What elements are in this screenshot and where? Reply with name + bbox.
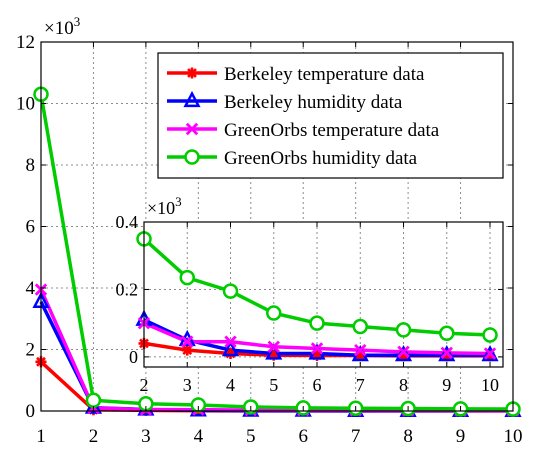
x-tick-label: 1	[36, 426, 46, 447]
y-tick-label: 10	[16, 94, 35, 115]
x-tick-label: 8	[399, 375, 408, 395]
data-point	[221, 339, 240, 357]
x-tick-label: 8	[403, 426, 413, 447]
data-point	[354, 350, 366, 362]
x-tick-label: 4	[226, 375, 235, 395]
legend-label: Berkeley temperature data	[224, 64, 425, 85]
data-point	[311, 350, 323, 362]
legend-marker	[186, 67, 198, 79]
legend-marker	[185, 122, 199, 136]
x-tick-label: 7	[351, 426, 361, 447]
y-tick-label: 2	[26, 340, 36, 361]
legend-marker	[183, 90, 201, 108]
legend-label: Berkeley humidity data	[224, 92, 403, 113]
data-point	[267, 340, 280, 353]
plot-frame	[143, 221, 504, 368]
legend: Berkeley temperature data Berkeley humidi…	[157, 52, 504, 179]
x-tick-label: 7	[356, 375, 365, 395]
data-point	[268, 349, 280, 361]
data-point	[222, 283, 239, 299]
x-tick-label: 3	[141, 426, 151, 447]
x-tick-label: 4	[194, 426, 204, 447]
data-point	[439, 325, 455, 342]
data-point	[85, 392, 102, 408]
x-tick-label: 3	[183, 375, 192, 395]
x-tick-label: 9	[442, 375, 451, 395]
data-point	[224, 347, 237, 360]
data-point	[179, 269, 196, 286]
y-tick-label: 0.2	[116, 279, 139, 299]
x-tick-label: 2	[89, 426, 99, 447]
data-point	[309, 315, 325, 331]
y-tick-label: 6	[26, 217, 36, 238]
y-tick-label: 0.4	[116, 212, 139, 232]
x-tick-label: 10	[504, 426, 523, 447]
series-4	[39, 93, 514, 411]
data-point	[483, 347, 497, 360]
data-point	[397, 350, 410, 362]
legend-label: GreenOrbs temperature data	[224, 120, 440, 141]
legend-marker	[184, 149, 200, 165]
data-point	[310, 342, 324, 355]
series-markers-3	[137, 316, 497, 360]
y-multiplier: ×103	[147, 194, 182, 218]
x-tick-label: 9	[456, 426, 466, 447]
legend-label: GreenOrbs humidity data	[224, 148, 418, 169]
x-tick-label: 5	[269, 375, 278, 395]
data-point	[438, 345, 456, 362]
data-point	[224, 335, 237, 348]
data-point	[482, 327, 498, 343]
y-tick-label: 0	[26, 401, 36, 422]
plot-area	[144, 222, 503, 367]
data-point	[354, 343, 367, 357]
y-tick-label: 12	[16, 32, 35, 53]
y-multiplier: ×103	[44, 14, 80, 39]
tick-labels: 2 3 4 5 6 7 8 9 10 0 0.2 0.4	[116, 212, 500, 395]
data-point	[265, 343, 283, 360]
x-tick-label: 6	[298, 426, 308, 447]
data-point	[266, 305, 282, 321]
data-point	[397, 345, 410, 359]
x-tick-label: 10	[481, 375, 499, 395]
legend-item: Berkeley humidity data	[167, 90, 403, 113]
data-point	[352, 318, 369, 335]
x-tick-label: 2	[140, 375, 149, 395]
data-point	[440, 346, 453, 360]
y-tick-label: 4	[26, 278, 36, 299]
data-point	[481, 345, 499, 362]
x-tick-label: 6	[313, 375, 322, 395]
legend-item: Berkeley temperature data	[167, 64, 425, 85]
series-line	[39, 93, 514, 411]
data-point	[181, 335, 194, 348]
data-point	[181, 344, 193, 356]
inset-plot: 2 3 4 5 6 7 8 9 10 0 0.2 0.4 ×103	[116, 194, 504, 395]
y-tick-label: 0	[129, 347, 138, 367]
x-tick-label: 5	[246, 426, 256, 447]
data-point	[441, 350, 453, 362]
y-tick-label: 8	[26, 155, 36, 176]
legend-item: GreenOrbs temperature data	[167, 120, 440, 141]
data-point	[395, 322, 412, 338]
data-point	[484, 350, 496, 362]
legend-item: GreenOrbs humidity data	[167, 148, 418, 169]
